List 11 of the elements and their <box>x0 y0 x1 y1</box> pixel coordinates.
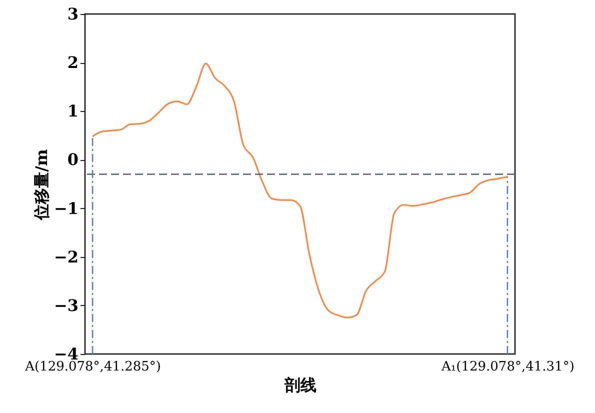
y-tick-label: 3 <box>67 4 78 24</box>
y-tick-label: 1 <box>67 102 78 121</box>
x-tick-label: A₁(129.078°,41.31°) <box>440 360 574 374</box>
line-series <box>92 62 508 318</box>
y-tick-label: −1 <box>54 198 78 218</box>
y-axis-title: 位移量/m <box>32 149 51 221</box>
x-axis-title: 剖线 <box>284 376 316 394</box>
y-tick-label: −3 <box>54 296 78 315</box>
y-tick-label: 2 <box>67 53 78 72</box>
y-tick-label: 0 <box>67 150 78 170</box>
y-tick-label: −2 <box>54 247 78 266</box>
